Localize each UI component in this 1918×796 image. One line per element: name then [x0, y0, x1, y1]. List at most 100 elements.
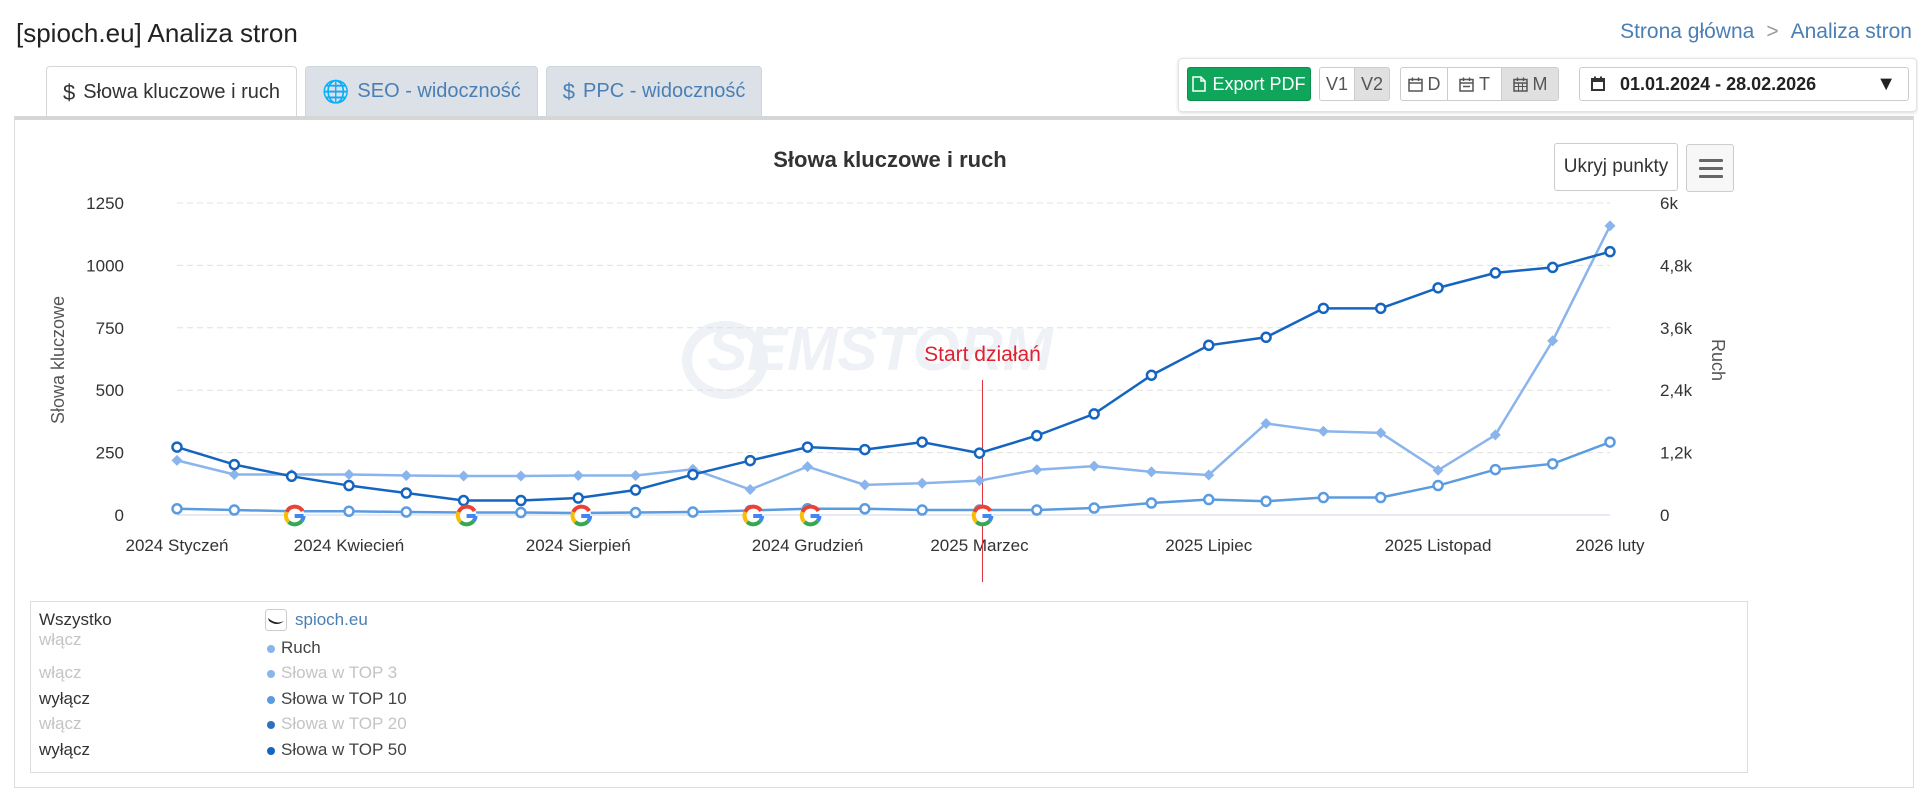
data-point — [1432, 479, 1444, 492]
legend-row-traffic[interactable]: Ruch — [31, 638, 1747, 662]
export-pdf-button[interactable]: Export PDF — [1187, 67, 1311, 101]
data-point — [228, 458, 241, 471]
tab-label: PPC - widoczność — [583, 80, 746, 102]
toggle-all-link[interactable]: Wszystko — [39, 610, 112, 629]
x-tick-label: 2024 Sierpień — [526, 536, 631, 555]
data-point — [1432, 282, 1444, 294]
legend-row-top20[interactable]: włącz Słowa w TOP 20 — [31, 714, 1747, 738]
data-point — [801, 441, 814, 453]
legend-row-top50[interactable]: wyłącz Słowa w TOP 50 — [31, 740, 1747, 764]
globe-icon: 🌐 — [322, 78, 350, 104]
data-point — [859, 503, 871, 515]
data-point — [1203, 493, 1215, 506]
legend-toggle[interactable]: wyłącz — [39, 740, 91, 759]
data-point — [171, 454, 183, 466]
breadcrumb-separator: > — [1766, 20, 1779, 43]
google-update-icon[interactable] — [570, 504, 593, 527]
tab-ppc-visibility[interactable]: $ PPC - widoczność — [545, 66, 763, 116]
tab-bar: $ Słowa kluczowe i ruch 🌐 SEO - widoczno… — [46, 66, 770, 118]
data-point — [1604, 436, 1616, 448]
data-point — [1260, 495, 1272, 508]
y2-tick-label: 6k — [1660, 194, 1678, 213]
chart-menu-button[interactable] — [1686, 144, 1734, 192]
data-point — [1088, 502, 1100, 514]
y2-tick-label: 3,6k — [1660, 319, 1693, 338]
y2-tick-label: 1,2k — [1660, 444, 1693, 463]
data-point — [228, 468, 240, 480]
x-tick-label: 2026 luty — [1576, 536, 1645, 555]
legend-toggle[interactable]: wyłącz — [39, 689, 91, 708]
series-marker-icon — [267, 645, 275, 653]
export-pdf-label: Export PDF — [1212, 73, 1306, 94]
data-point — [802, 461, 814, 473]
legend-toggle[interactable]: włącz — [39, 663, 82, 682]
calendar-week-icon — [1459, 77, 1474, 92]
data-point — [629, 506, 642, 519]
legend-toggle[interactable]: włącz — [39, 630, 82, 649]
series-line-2 — [176, 250, 1611, 502]
data-point — [1546, 261, 1559, 274]
google-update-icon[interactable] — [455, 504, 478, 527]
data-point — [1203, 339, 1215, 352]
breadcrumb-home-link[interactable]: Strona główna — [1620, 20, 1755, 43]
legend-label: Słowa w TOP 3 — [281, 663, 398, 682]
calendar-icon — [1591, 76, 1605, 91]
site-link[interactable]: spioch.eu — [295, 610, 368, 629]
breadcrumb-current-link[interactable]: Analiza stron — [1790, 20, 1912, 43]
tab-seo-visibility[interactable]: 🌐 SEO - widoczność — [305, 66, 538, 116]
data-point — [1546, 458, 1559, 470]
data-point — [1260, 417, 1272, 429]
google-update-icon[interactable] — [742, 504, 765, 527]
data-point — [1547, 335, 1559, 347]
hide-points-button[interactable]: Ukryj punkty — [1554, 143, 1678, 191]
y-tick-label: 1000 — [86, 256, 124, 275]
data-point — [1145, 369, 1158, 381]
series-legend: Wszystko spioch.eu Ruch włącz Słowa w TO… — [30, 601, 1748, 773]
google-update-icon[interactable] — [971, 504, 994, 527]
x-tick-label: 2025 Lipiec — [1165, 536, 1252, 555]
hamburger-icon — [1699, 159, 1723, 162]
data-point — [171, 441, 183, 453]
data-point — [687, 506, 699, 518]
legend-label: Słowa w TOP 50 — [281, 740, 407, 759]
data-point — [1203, 469, 1215, 481]
data-point — [916, 504, 928, 516]
data-point — [457, 494, 470, 507]
y2-tick-label: 4,8k — [1660, 256, 1693, 275]
data-point — [515, 470, 527, 482]
data-point — [572, 492, 584, 504]
series-marker-icon — [267, 721, 275, 729]
legend-row-top10[interactable]: wyłącz Słowa w TOP 10 — [31, 689, 1747, 713]
granularity-month-button[interactable]: M — [1501, 67, 1559, 101]
series-marker-icon — [267, 670, 275, 678]
legend-row-top3[interactable]: włącz Słowa w TOP 3 — [31, 663, 1747, 687]
site-favicon-icon — [265, 609, 287, 631]
google-update-icon[interactable] — [283, 504, 306, 527]
version-v1-button[interactable]: V1 — [1319, 67, 1355, 101]
data-point — [1031, 464, 1043, 476]
data-point — [859, 443, 871, 456]
legend-toggle[interactable]: włącz — [39, 714, 82, 733]
data-point — [630, 469, 642, 481]
y-tick-label: 1250 — [86, 194, 124, 213]
data-point — [343, 468, 355, 480]
date-range-select[interactable]: 01.01.2024 - 28.02.2026 ▼ — [1579, 67, 1909, 101]
series-marker-icon — [267, 747, 275, 755]
google-update-icon[interactable] — [799, 504, 822, 527]
data-point — [1489, 429, 1501, 441]
data-point — [1031, 429, 1043, 442]
data-point — [744, 454, 756, 467]
version-v2-button[interactable]: V2 — [1354, 67, 1390, 101]
data-point — [1604, 220, 1616, 232]
granularity-week-button[interactable]: T — [1447, 67, 1502, 101]
dropdown-caret-icon: ▼ — [1876, 72, 1896, 95]
annotation-label: Start działań — [924, 343, 1041, 366]
data-point — [1374, 491, 1387, 504]
data-point — [1260, 331, 1272, 344]
granularity-day-button[interactable]: D — [1400, 67, 1448, 101]
data-point — [1145, 466, 1157, 478]
tab-keywords-traffic[interactable]: $ Słowa kluczowe i ruch — [46, 66, 297, 118]
data-point — [1031, 504, 1043, 516]
x-tick-label: 2024 Styczeń — [125, 536, 228, 555]
